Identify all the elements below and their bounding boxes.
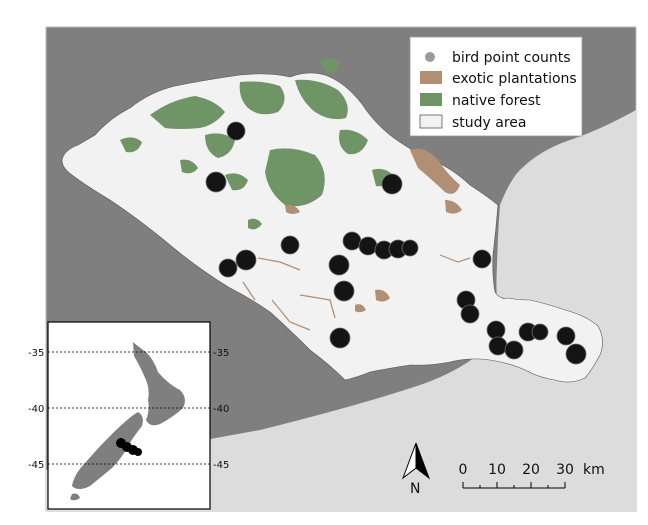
point-cluster	[328, 254, 350, 276]
north-island	[133, 342, 185, 426]
scale-unit-label: km	[583, 462, 605, 478]
scale-tick-label: 10	[488, 462, 506, 478]
latitude-label-right: -40	[213, 404, 229, 415]
point-cluster	[235, 249, 257, 271]
point-cluster	[472, 249, 492, 269]
scale-tick-label: 0	[459, 462, 468, 478]
north-label: N	[410, 481, 420, 497]
point-cluster	[333, 280, 355, 302]
point-cluster	[342, 231, 362, 251]
legend-label: native forest	[452, 93, 541, 109]
point-cluster	[504, 340, 524, 360]
exotic-plantation-patches	[242, 148, 471, 331]
legend-study-area-swatch	[419, 114, 443, 129]
south-island	[72, 412, 143, 489]
inset-study-area-marker	[116, 438, 142, 456]
legend-point-symbol	[425, 52, 435, 62]
point-cluster	[486, 320, 506, 340]
point-cluster	[556, 326, 576, 346]
point-cluster	[488, 336, 508, 356]
point-cluster	[358, 236, 378, 256]
bird-point-counts	[205, 121, 587, 365]
point-cluster	[460, 304, 480, 324]
native-forest-patches	[120, 58, 394, 230]
point-cluster	[565, 343, 587, 365]
latitude-lines	[48, 351, 210, 465]
north-arrow: N	[401, 442, 431, 497]
legend-label: bird point counts	[452, 50, 571, 66]
legend-label: exotic plantations	[452, 71, 577, 87]
legend-plantation-swatch	[420, 71, 442, 84]
point-cluster	[280, 235, 300, 255]
point-cluster	[381, 173, 403, 195]
latitude-label-right: -45	[213, 460, 229, 471]
point-cluster	[218, 258, 238, 278]
stewart-island	[70, 493, 80, 501]
legend-label: study area	[452, 115, 527, 131]
legend: bird point counts exotic plantations nat…	[409, 36, 583, 137]
point-cluster	[401, 239, 419, 257]
point-cluster	[226, 121, 246, 141]
latitude-label-right: -35	[213, 348, 229, 359]
scale-tick-label: 30	[556, 462, 574, 478]
point-cluster	[205, 171, 227, 193]
inset-map: -35 -35 -40 -40 -45 -45	[28, 321, 229, 510]
point-cluster	[531, 323, 549, 341]
latitude-label-left: -35	[28, 348, 44, 359]
sea-area	[46, 110, 636, 511]
scale-tick-label: 20	[522, 462, 540, 478]
inset-frame	[47, 321, 211, 510]
latitude-label-left: -40	[28, 404, 44, 415]
scale-bar: 0 10 20 30 km	[459, 462, 605, 489]
legend-forest-swatch	[420, 93, 442, 106]
point-cluster	[329, 327, 351, 349]
latitude-label-left: -45	[28, 460, 44, 471]
